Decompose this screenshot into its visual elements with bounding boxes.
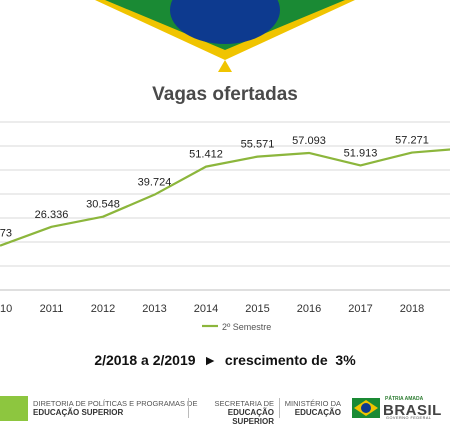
brand-sub: GOVERNO FEDERAL — [386, 416, 432, 420]
legend-label: 2º Semestre — [222, 322, 271, 332]
x-tick-label: 2012 — [91, 303, 115, 315]
footer-ministerio: MINISTÉRIO DA EDUCAÇÃO — [283, 399, 341, 417]
x-tick-label: 2010 — [0, 303, 12, 315]
data-label: 26.336 — [35, 209, 69, 221]
x-tick-label: 2011 — [40, 303, 64, 315]
x-tick-label: 2017 — [348, 303, 372, 315]
data-label: 18.473 — [0, 228, 12, 240]
growth-summary: 2/2018 a 2/2019 ► crescimento de 3% — [94, 352, 356, 368]
x-tick-label: 2018 — [400, 303, 424, 315]
x-tick-label: 2016 — [297, 303, 321, 315]
x-tick-label: 2015 — [245, 303, 269, 315]
data-label: 39.724 — [138, 177, 172, 189]
data-label: 57.093 — [292, 135, 326, 147]
ministerio-line1: MINISTÉRIO DA — [284, 399, 341, 408]
footer-secretaria: SECRETARIA DE EDUCAÇÃO SUPERIOR — [192, 399, 274, 426]
footer-separator — [279, 398, 280, 418]
data-label: 55.571 — [241, 139, 275, 151]
data-label: 57.271 — [395, 135, 429, 147]
data-label: 30.548 — [86, 199, 120, 211]
brand-word: BRASIL — [383, 402, 442, 419]
x-tick-label: 2014 — [194, 303, 218, 315]
footer-green-accent — [0, 396, 28, 421]
secretaria-line1: SECRETARIA DE — [214, 399, 274, 408]
chart-title: Vagas ofertadas — [152, 84, 298, 105]
footer-diretoria: DIRETORIA DE POLÍTICAS E PROGRAMAS DE ED… — [33, 399, 197, 417]
secretaria-line2: EDUCAÇÃO SUPERIOR — [227, 408, 274, 426]
line-chart: 2010201120122013201420152016201720182019… — [0, 121, 450, 332]
brazil-flag-banner — [0, 0, 450, 72]
data-label: 51.412 — [189, 149, 223, 161]
footer-separator — [188, 398, 189, 418]
diretoria-line2: EDUCAÇÃO SUPERIOR — [33, 408, 124, 417]
series-line — [0, 148, 450, 247]
ministerio-line2: EDUCAÇÃO — [294, 408, 341, 417]
brasil-flag-logo-icon — [352, 398, 380, 418]
diretoria-line1: DIRETORIA DE POLÍTICAS E PROGRAMAS DE — [33, 399, 198, 408]
data-label: 51.913 — [344, 147, 378, 159]
x-tick-label: 2013 — [142, 303, 166, 315]
brand-tagline: PÁTRIA AMADA — [385, 396, 424, 402]
